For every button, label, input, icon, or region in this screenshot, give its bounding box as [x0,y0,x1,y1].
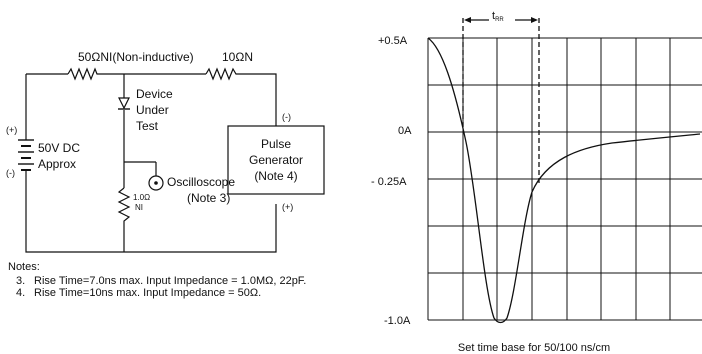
dut-label-line3: Test [136,119,159,133]
notes-block: Notes: 3. Rise Time=7.0ns max. Input Imp… [8,261,306,299]
source-voltage-label: 50V DC [38,141,80,155]
waveform-panel: +0.5A 0A - 0.25A -1.0A tRR Set time base… [371,8,702,354]
test-circuit: 50ΩNI(Non-inductive) 10ΩN Device Under T… [6,50,325,253]
note-3-text: Rise Time=7.0ns max. Input Impedance = 1… [34,275,306,287]
pulse-generator-line2: Generator [249,153,303,167]
resistor-10-label: 10ΩN [222,50,253,64]
y-label-plus-half: +0.5A [378,35,408,47]
resistor-10-ohm [205,67,238,81]
oscilloscope-label: Oscilloscope [167,175,235,189]
pulse-generator-line1: Pulse [261,137,291,151]
reverse-recovery-curve [427,37,701,324]
source-plus-label: (+) [6,125,17,135]
y-label-minus-quarter: - 0.25A [371,176,407,188]
source-approx-label: Approx [38,157,76,171]
notes-heading: Notes: [8,261,40,273]
note-4-text: Rise Time=10ns max. Input Impedance = 50… [34,287,261,299]
time-base-caption: Set time base for 50/100 ns/cm [458,342,610,354]
oscilloscope-input-dot [154,181,158,185]
note-3-number: 3. [16,275,25,287]
resistor-50-label: 50ΩNI(Non-inductive) [78,50,194,64]
trr-subscript: RR [495,17,504,23]
battery-icon [18,139,34,171]
shunt-value-label: 1.0Ω [133,193,150,202]
trr-label: tRR [492,10,504,23]
y-label-minus-one: -1.0A [384,315,411,327]
diode-symbol [118,97,130,110]
pulse-generator-line3: (Note 4) [254,169,297,183]
resistor-50-ohm [67,67,100,81]
dut-label-line1: Device [136,87,173,101]
trr-arrow-right-icon [531,17,538,23]
trr-arrow-left-icon [464,17,471,23]
y-label-zero: 0A [398,125,412,137]
circuit-wire-top-right [238,73,277,126]
pulse-generator-box [227,125,325,195]
circuit-wire-left-lower [25,170,277,253]
dut-label-line2: Under [136,103,169,117]
source-minus-label: (-) [6,168,15,178]
waveform-grid [427,37,702,321]
pulse-minus-label: (-) [282,112,291,122]
note-4-number: 4. [16,287,25,299]
shunt-type-label: NI [135,203,143,212]
pulse-plus-label: (+) [282,202,293,212]
resistor-shunt [117,187,131,252]
oscilloscope-note-label: (Note 3) [187,191,230,205]
